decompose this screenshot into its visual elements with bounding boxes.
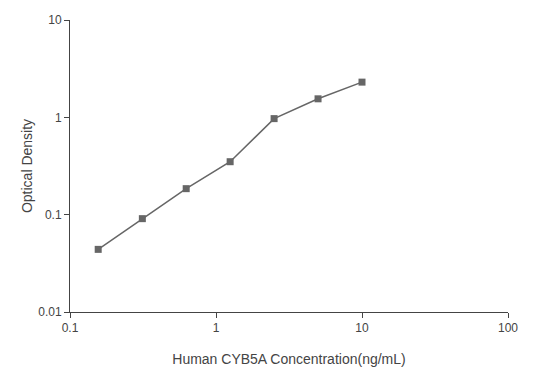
svg-text:0.01: 0.01 — [38, 305, 62, 319]
svg-text:Human CYB5A Concentration(ng/m: Human CYB5A Concentration(ng/mL) — [172, 351, 405, 367]
svg-text:100: 100 — [498, 321, 518, 335]
svg-text:1: 1 — [213, 321, 220, 335]
svg-text:10: 10 — [355, 321, 369, 335]
svg-text:Optical Density: Optical Density — [19, 119, 35, 213]
svg-text:10: 10 — [48, 13, 62, 27]
svg-text:0.1: 0.1 — [45, 208, 62, 222]
svg-text:1: 1 — [55, 111, 62, 125]
svg-text:0.1: 0.1 — [62, 321, 79, 335]
